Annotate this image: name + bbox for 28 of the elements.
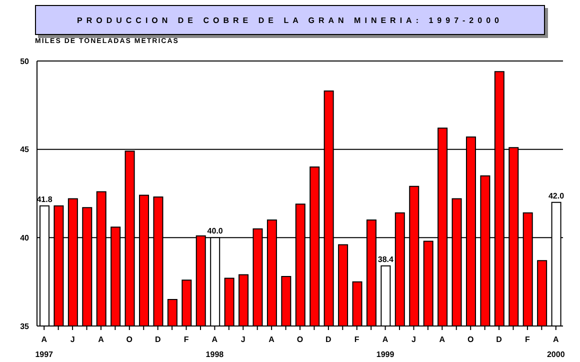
x-tick-label: O [296,335,304,344]
data-label: 40.0 [207,226,224,236]
x-tick-label: J [70,335,75,344]
x-tick-label: A 1998 [206,335,224,359]
chart-title: PRODUCCION DE COBRE DE LA GRAN MINERIA: 1997-2000 [35,5,545,35]
x-tick-label: A [439,335,446,344]
x-tick-label: D [326,335,332,344]
x-tick-label: A [268,335,275,344]
x-tick-label: A 1997 [35,335,54,359]
y-tick-label: 45 [20,145,30,154]
x-tick-label: D [154,335,161,344]
x-tick-label: O [467,335,474,344]
x-tick-label: O [126,335,133,344]
x-tick-label: F [184,335,189,344]
x-tick-label: D [496,335,502,344]
y-tick-label: 50 [20,56,30,66]
data-label: 42.0 [548,191,565,200]
data-label: 38.4 [378,254,394,264]
data-label: 41.8 [36,194,53,204]
x-tick-label: J [412,335,416,344]
x-tick-label: A [98,335,104,344]
x-tick-label: J [240,335,246,344]
x-tick-label: F [354,335,360,344]
y-tick-label: 35 [20,322,30,331]
x-tick-label: A 1999 [376,335,395,359]
x-tick-label: F [525,335,530,344]
x-tick-label: A 2000 [546,335,566,359]
y-tick-label: 40 [20,234,30,243]
